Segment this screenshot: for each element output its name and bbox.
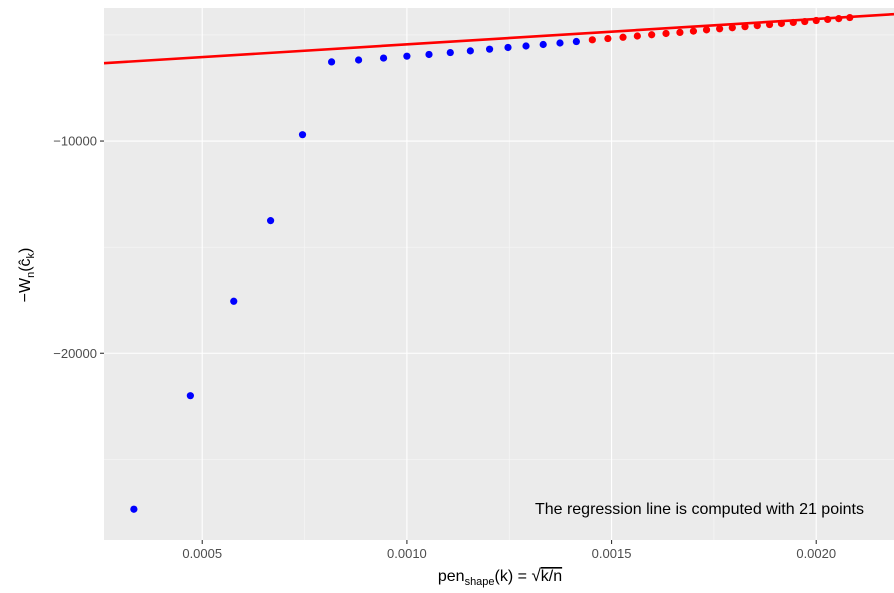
data-point [379, 54, 388, 62]
data-point [130, 505, 138, 513]
data-point [446, 48, 454, 57]
regression-point [619, 33, 627, 41]
x-tick-label: 0.0005 [182, 546, 222, 561]
regression-point [588, 36, 596, 44]
data-point [572, 37, 580, 46]
data-point [504, 43, 512, 52]
regression-point [741, 23, 749, 31]
data-point [403, 52, 411, 60]
major-gridlines [104, 8, 894, 540]
regression-point [765, 20, 774, 29]
data-point [327, 58, 336, 66]
regression-point [812, 16, 820, 25]
y-tick-label: −10000 [53, 134, 97, 149]
annotation-text: The regression line is computed with 21 … [535, 501, 864, 518]
y-axis: −10000 −20000 [53, 134, 104, 361]
data-point [556, 39, 564, 47]
regression-point [753, 22, 761, 30]
regression-point [716, 25, 724, 33]
data-point [355, 56, 363, 64]
regression-point [801, 17, 809, 26]
y-tick-label: −20000 [53, 346, 97, 361]
regression-point [789, 18, 797, 27]
regression-point [846, 13, 854, 22]
plot-panel [104, 8, 894, 540]
x-tick-label: 0.0020 [796, 546, 836, 561]
x-axis: 0.0005 0.0010 0.0015 0.0020 [182, 540, 836, 561]
x-axis-title: penshape(k) = √k/n [438, 566, 562, 588]
regression-line-layer [103, 12, 894, 65]
regression-point [662, 29, 670, 38]
regression-point [604, 34, 612, 43]
x-tick-label: 0.0015 [592, 546, 632, 561]
data-point [425, 50, 433, 59]
regression-point [676, 28, 684, 37]
data-point [230, 297, 238, 305]
data-point [266, 217, 275, 225]
regression-point [633, 32, 641, 40]
regression-point [835, 15, 843, 23]
minor-gridlines [104, 8, 894, 540]
regression-line [103, 12, 894, 65]
regression-point [824, 15, 832, 24]
data-point [186, 392, 194, 400]
data-point [522, 42, 530, 50]
data-points [130, 13, 854, 513]
data-point [298, 131, 307, 139]
y-axis-title: −Wn(ĉk) [17, 248, 37, 303]
regression-point [648, 31, 656, 39]
data-point [539, 40, 547, 49]
x-tick-label: 0.0010 [387, 546, 427, 561]
data-point [485, 45, 494, 53]
regression-point [777, 19, 786, 28]
regression-point [689, 27, 698, 35]
data-point [466, 47, 474, 55]
regression-point [728, 24, 736, 32]
regression-point [702, 26, 711, 34]
